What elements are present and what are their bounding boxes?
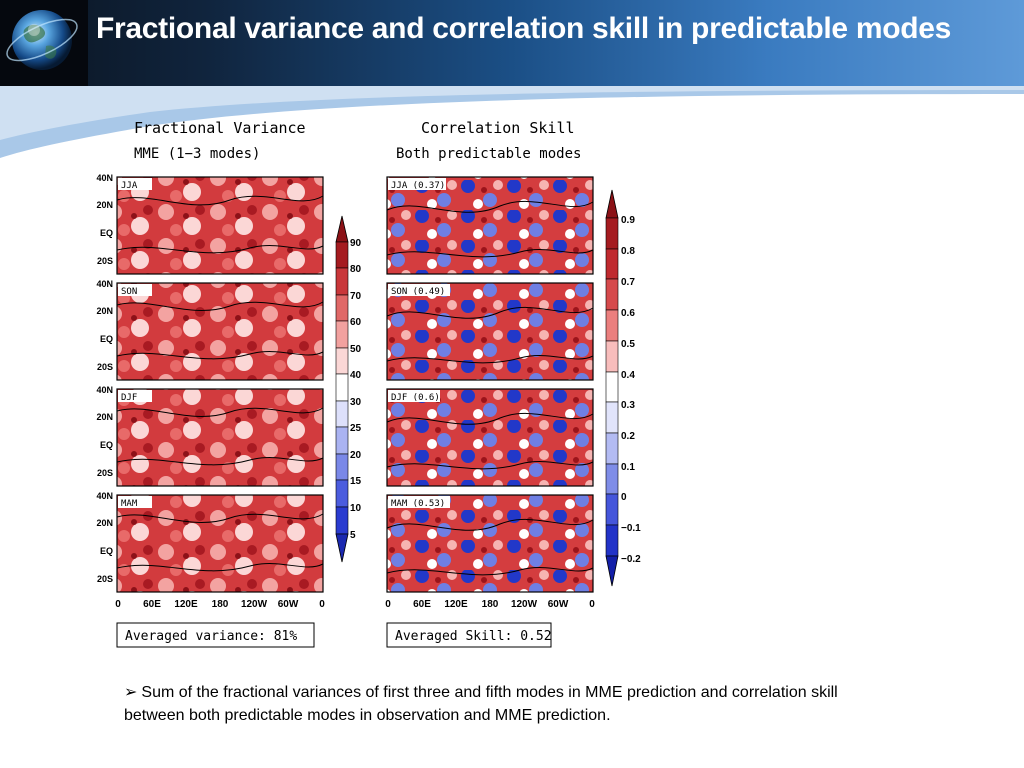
right-panel-mam: MAM (0.53) <box>386 494 594 593</box>
lon-label: 120W <box>511 599 538 610</box>
lat-label: 40N <box>96 385 113 395</box>
lat-label: 20S <box>97 362 113 372</box>
lat-label: 20N <box>96 200 113 210</box>
left-panel-label: MAM <box>121 499 138 509</box>
lon-label: 0 <box>319 599 325 610</box>
right-cbar-label: 0.9 <box>621 215 635 226</box>
right-cbar-label: 0.5 <box>621 339 635 350</box>
right-cbar-label: 0.1 <box>621 462 635 473</box>
right-cbar-label: 0.7 <box>621 277 635 288</box>
left-cbar-label: 30 <box>350 397 362 408</box>
lat-label: 40N <box>96 491 113 501</box>
right-panel-label: MAM (0.53) <box>391 499 445 509</box>
lon-label: 60W <box>548 599 569 610</box>
lon-label: 0 <box>385 599 391 610</box>
left-panel-label: JJA <box>121 181 138 191</box>
right-summary: Averaged Skill: 0.52 <box>395 629 552 644</box>
lat-label: 40N <box>96 173 113 183</box>
left-cbar-label: 80 <box>350 264 362 275</box>
lon-label: 60W <box>278 599 299 610</box>
right-title: Correlation Skill <box>421 119 575 137</box>
right-cbar-label: 0.2 <box>621 431 635 442</box>
lon-label: 120E <box>444 599 468 610</box>
right-panel-son: SON (0.49) <box>386 282 594 381</box>
right-cbar-label: 0.6 <box>621 308 635 319</box>
left-panel-label: SON <box>121 287 137 297</box>
lon-label: 60E <box>143 599 161 610</box>
right-colorbar <box>605 189 619 587</box>
left-panel-djf: DJF <box>116 388 324 487</box>
left-cbar-label: 60 <box>350 317 362 328</box>
header-swoosh <box>0 86 1024 158</box>
right-panel-label: JJA (0.37) <box>391 181 445 191</box>
lon-label: 120W <box>241 599 268 610</box>
left-summary-box: Averaged variance: 81% <box>116 622 315 648</box>
left-panel-mam: MAM <box>116 494 324 593</box>
left-cbar-label: 40 <box>350 370 362 381</box>
lon-label: 180 <box>212 599 229 610</box>
right-cbar-label: 0 <box>621 492 627 503</box>
lat-label: 20N <box>96 518 113 528</box>
right-cbar-label: −0.2 <box>621 554 641 565</box>
left-cbar-label: 90 <box>350 238 362 249</box>
right-cbar-label: 0.8 <box>621 246 635 257</box>
left-subtitle: MME (1−3 modes) <box>134 146 260 162</box>
globe-logo <box>0 0 88 86</box>
right-panel-jja: JJA (0.37) <box>386 176 594 275</box>
caption: ➢ Sum of the fractional variances of firs… <box>124 681 844 727</box>
lat-label: 20S <box>97 574 113 584</box>
lat-label: EQ <box>100 334 113 344</box>
left-panel-label: DJF <box>121 393 137 403</box>
right-summary-box: Averaged Skill: 0.52 <box>386 622 552 648</box>
right-panel-djf: DJF (0.6) <box>386 388 594 487</box>
lat-label: EQ <box>100 440 113 450</box>
lon-label: 60E <box>413 599 431 610</box>
caption-text: Sum of the fractional variances of first… <box>124 684 838 724</box>
left-cbar-label: 5 <box>350 530 356 541</box>
left-cbar-label: 50 <box>350 344 362 355</box>
left-cbar-label: 15 <box>350 476 362 487</box>
left-cbar-label: 25 <box>350 423 362 434</box>
lon-label: 0 <box>115 599 121 610</box>
right-cbar-label: 0.4 <box>621 370 635 381</box>
left-cbar-label: 10 <box>350 503 362 514</box>
left-cbar-label: 20 <box>350 450 362 461</box>
lon-label: 120E <box>174 599 198 610</box>
lat-label: EQ <box>100 228 113 238</box>
left-title: Fractional Variance <box>134 119 306 137</box>
lat-label: 20S <box>97 256 113 266</box>
lon-label: 0 <box>589 599 595 610</box>
left-panel-jja: JJA <box>116 176 324 275</box>
left-colorbar <box>335 215 349 563</box>
left-cbar-label: 70 <box>350 291 362 302</box>
right-panel-label: SON (0.49) <box>391 287 445 297</box>
lat-label: 20N <box>96 412 113 422</box>
slide-title: Fractional variance and correlation skil… <box>96 12 952 45</box>
left-panel-son: SON <box>116 282 324 381</box>
lat-label: 20S <box>97 468 113 478</box>
lat-label: 40N <box>96 279 113 289</box>
lon-label: 180 <box>482 599 499 610</box>
lat-label: 20N <box>96 306 113 316</box>
right-subtitle: Both predictable modes <box>396 146 581 162</box>
right-panel-label: DJF (0.6) <box>391 393 440 403</box>
arrow-bullet-icon: ➢ <box>124 684 138 701</box>
left-summary: Averaged variance: 81% <box>125 629 297 644</box>
right-cbar-label: 0.3 <box>621 400 635 411</box>
slide-header: Fractional variance and correlation skil… <box>0 0 1024 86</box>
lat-label: EQ <box>100 546 113 556</box>
right-cbar-label: −0.1 <box>621 523 641 534</box>
